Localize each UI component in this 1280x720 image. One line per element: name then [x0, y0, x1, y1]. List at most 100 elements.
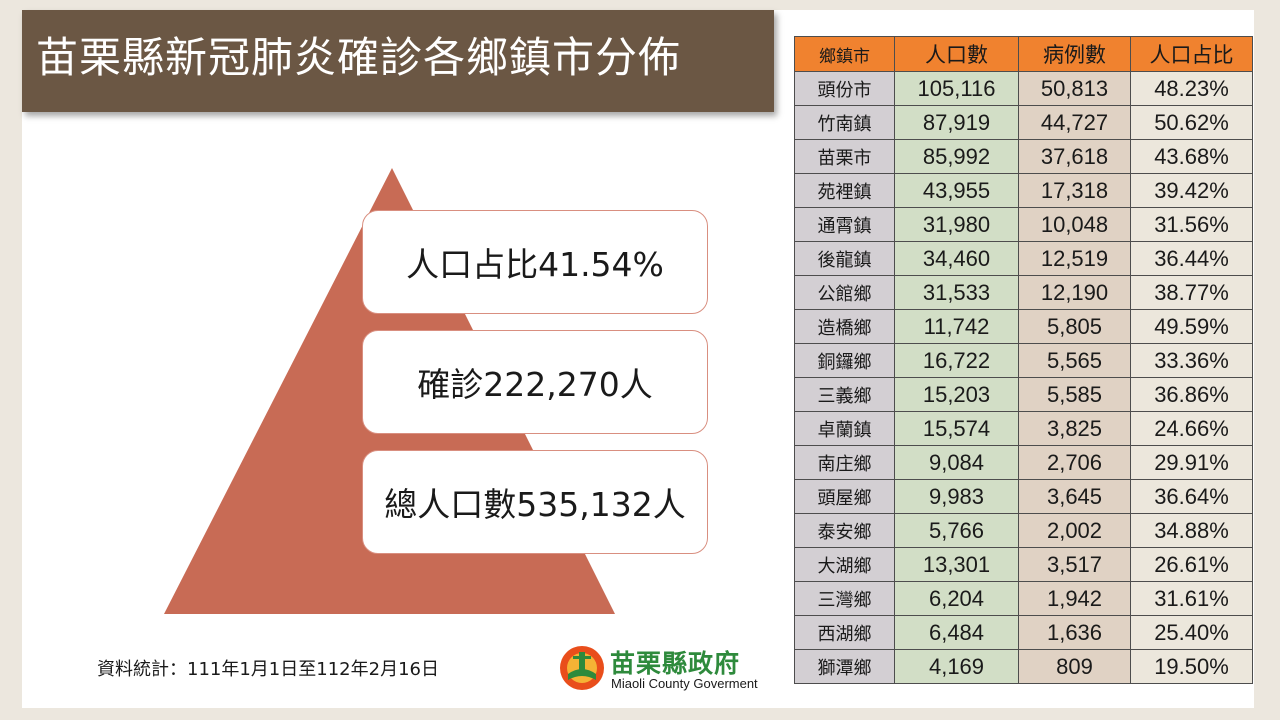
cell-ratio: 31.61% [1130, 581, 1253, 616]
cell-cases: 1,942 [1018, 581, 1131, 616]
table-row: 造橋鄉 11,742 5,805 49.59% [794, 309, 1253, 344]
table-row: 泰安鄉 5,766 2,002 34.88% [794, 513, 1253, 548]
cell-cases: 50,813 [1018, 71, 1131, 106]
total-population-box: 總人口數535,132人 [362, 450, 708, 554]
cell-cases: 3,645 [1018, 479, 1131, 514]
cell-cases: 10,048 [1018, 207, 1131, 242]
cell-population: 6,204 [894, 581, 1019, 616]
header-ratio: 人口占比 [1130, 36, 1253, 72]
cell-township: 三義鄉 [794, 377, 895, 412]
table-row: 苑裡鎮 43,955 17,318 39.42% [794, 173, 1253, 208]
cell-population: 15,203 [894, 377, 1019, 412]
cell-cases: 2,706 [1018, 445, 1131, 480]
cell-cases: 3,825 [1018, 411, 1131, 446]
cell-township: 大湖鄉 [794, 547, 895, 582]
cell-ratio: 33.36% [1130, 343, 1253, 378]
county-government-logo: 苗栗縣政府 Miaoli County Goverment [558, 642, 778, 698]
cell-township: 通霄鎮 [794, 207, 895, 242]
cell-township: 頭屋鄉 [794, 479, 895, 514]
cell-township: 頭份市 [794, 71, 895, 106]
header-cases: 病例數 [1018, 36, 1131, 72]
cell-cases: 2,002 [1018, 513, 1131, 548]
cell-cases: 37,618 [1018, 139, 1131, 174]
cell-cases: 3,517 [1018, 547, 1131, 582]
cell-population: 9,084 [894, 445, 1019, 480]
table-row: 大湖鄉 13,301 3,517 26.61% [794, 547, 1253, 582]
cell-township: 泰安鄉 [794, 513, 895, 548]
cell-ratio: 49.59% [1130, 309, 1253, 344]
cell-ratio: 36.86% [1130, 377, 1253, 412]
data-source-note: 資料統計：111年1月1日至112年2月16日 [97, 659, 439, 680]
population-ratio-text: 人口占比41.54% [406, 245, 664, 284]
cell-ratio: 31.56% [1130, 207, 1253, 242]
cell-township: 苑裡鎮 [794, 173, 895, 208]
cell-cases: 5,585 [1018, 377, 1131, 412]
table-row: 西湖鄉 6,484 1,636 25.40% [794, 615, 1253, 650]
table-row: 三義鄉 15,203 5,585 36.86% [794, 377, 1253, 412]
county-emblem-icon [560, 646, 604, 690]
cell-population: 31,980 [894, 207, 1019, 242]
cell-township: 竹南鎮 [794, 105, 895, 140]
cell-township: 造橋鄉 [794, 309, 895, 344]
cell-cases: 1,636 [1018, 615, 1131, 650]
table-row: 銅鑼鄉 16,722 5,565 33.36% [794, 343, 1253, 378]
population-ratio-box: 人口占比41.54% [362, 210, 708, 314]
cell-cases: 44,727 [1018, 105, 1131, 140]
township-distribution-table: 鄉鎮市 人口數 病例數 人口占比 頭份市 105,116 50,813 48.23% … [794, 36, 1253, 684]
cell-ratio: 39.42% [1130, 173, 1253, 208]
cell-township: 三灣鄉 [794, 581, 895, 616]
cell-township: 苗栗市 [794, 139, 895, 174]
table-row: 卓蘭鎮 15,574 3,825 24.66% [794, 411, 1253, 446]
cell-ratio: 38.77% [1130, 275, 1253, 310]
confirmed-cases-text: 確診222,270人 [417, 365, 653, 404]
cell-cases: 12,519 [1018, 241, 1131, 276]
cell-township: 獅潭鄉 [794, 649, 895, 684]
cell-population: 105,116 [894, 71, 1019, 106]
cell-population: 4,169 [894, 649, 1019, 684]
table-row: 頭屋鄉 9,983 3,645 36.64% [794, 479, 1253, 514]
table-row: 苗栗市 85,992 37,618 43.68% [794, 139, 1253, 174]
cell-ratio: 25.40% [1130, 615, 1253, 650]
table-header-row: 鄉鎮市 人口數 病例數 人口占比 [794, 36, 1253, 72]
confirmed-cases-box: 確診222,270人 [362, 330, 708, 434]
cell-cases: 5,565 [1018, 343, 1131, 378]
cell-ratio: 29.91% [1130, 445, 1253, 480]
logo-english-name: Miaoli County Goverment [611, 676, 758, 691]
cell-cases: 17,318 [1018, 173, 1131, 208]
cell-population: 9,983 [894, 479, 1019, 514]
header-population: 人口數 [894, 36, 1019, 72]
cell-ratio: 34.88% [1130, 513, 1253, 548]
cell-ratio: 43.68% [1130, 139, 1253, 174]
cell-population: 13,301 [894, 547, 1019, 582]
cell-ratio: 36.64% [1130, 479, 1253, 514]
cell-ratio: 50.62% [1130, 105, 1253, 140]
title-bar: 苗栗縣新冠肺炎確診各鄉鎮市分佈 [22, 10, 774, 112]
header-township: 鄉鎮市 [794, 36, 895, 72]
logo-name: 苗栗縣政府 [610, 649, 741, 678]
cell-cases: 12,190 [1018, 275, 1131, 310]
cell-population: 6,484 [894, 615, 1019, 650]
cell-population: 87,919 [894, 105, 1019, 140]
cell-ratio: 26.61% [1130, 547, 1253, 582]
cell-township: 公館鄉 [794, 275, 895, 310]
cell-population: 43,955 [894, 173, 1019, 208]
cell-population: 85,992 [894, 139, 1019, 174]
cell-township: 南庄鄉 [794, 445, 895, 480]
table-row: 獅潭鄉 4,169 809 19.50% [794, 649, 1253, 684]
table-row: 公館鄉 31,533 12,190 38.77% [794, 275, 1253, 310]
cell-population: 15,574 [894, 411, 1019, 446]
cell-ratio: 48.23% [1130, 71, 1253, 106]
cell-township: 西湖鄉 [794, 615, 895, 650]
cell-ratio: 24.66% [1130, 411, 1253, 446]
page-title: 苗栗縣新冠肺炎確診各鄉鎮市分佈 [36, 33, 682, 82]
cell-population: 16,722 [894, 343, 1019, 378]
cell-cases: 809 [1018, 649, 1131, 684]
table-row: 通霄鎮 31,980 10,048 31.56% [794, 207, 1253, 242]
cell-ratio: 19.50% [1130, 649, 1253, 684]
cell-population: 34,460 [894, 241, 1019, 276]
table-row: 後龍鎮 34,460 12,519 36.44% [794, 241, 1253, 276]
cell-township: 卓蘭鎮 [794, 411, 895, 446]
cell-cases: 5,805 [1018, 309, 1131, 344]
cell-population: 11,742 [894, 309, 1019, 344]
cell-population: 31,533 [894, 275, 1019, 310]
